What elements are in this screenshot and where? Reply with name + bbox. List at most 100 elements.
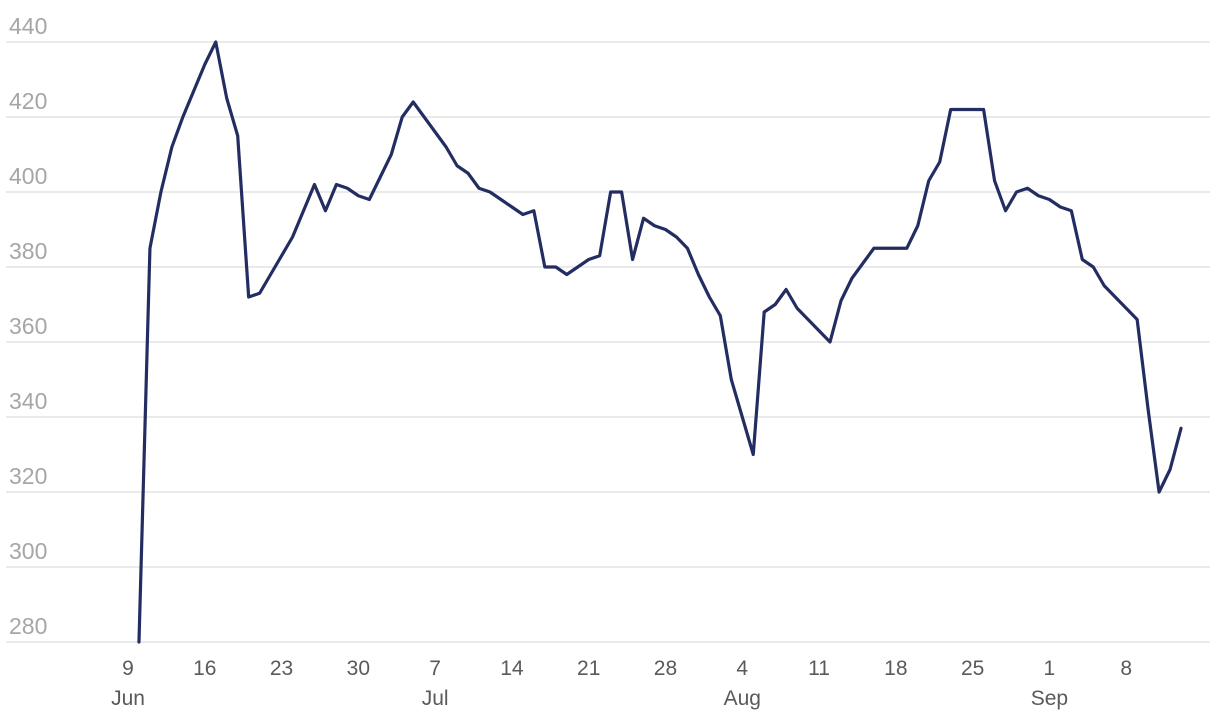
data-point [400, 115, 404, 119]
data-point [356, 194, 360, 198]
data-point [181, 115, 185, 119]
data-point [203, 63, 207, 67]
data-point [170, 145, 174, 149]
data-point [159, 190, 163, 194]
x-tick-label: 8 [1120, 657, 1132, 680]
y-tick-label: 420 [9, 88, 47, 114]
data-point [872, 246, 876, 250]
data-point [389, 153, 393, 157]
series-group [137, 40, 1183, 644]
data-point [247, 295, 251, 299]
series-line [137, 40, 1183, 644]
data-point [1036, 194, 1040, 198]
data-point [1004, 209, 1008, 213]
data-point [674, 235, 678, 239]
data-point [302, 209, 306, 213]
data-point [225, 96, 229, 100]
data-point [587, 258, 591, 262]
data-point [192, 89, 196, 93]
y-tick-label: 360 [9, 313, 47, 339]
data-point [751, 453, 755, 457]
data-point [762, 310, 766, 314]
data-point [982, 108, 986, 112]
data-point [433, 130, 437, 134]
data-point [850, 276, 854, 280]
data-point [1014, 190, 1018, 194]
x-tick-label: 23 [270, 657, 293, 680]
data-point [1157, 490, 1161, 494]
data-point [795, 306, 799, 310]
data-point [894, 246, 898, 250]
y-axis-ticks: 280 300 320 340 360 380 400 420 440 [9, 13, 47, 639]
data-point [1025, 186, 1029, 190]
data-point [455, 164, 459, 168]
x-tick-label: 21 [577, 657, 600, 680]
data-point [696, 273, 700, 277]
data-point [817, 329, 821, 333]
y-tick-label: 300 [9, 538, 47, 564]
data-point [1146, 408, 1150, 412]
data-point [334, 183, 338, 187]
y-tick-label: 440 [9, 13, 47, 39]
data-point [993, 179, 997, 183]
data-point [1124, 306, 1128, 310]
y-tick-label: 400 [9, 163, 47, 189]
data-point [1113, 295, 1117, 299]
data-point [543, 265, 547, 269]
data-point [1058, 205, 1062, 209]
data-point [916, 224, 920, 228]
data-point [1102, 284, 1106, 288]
x-tick-label: 11 [808, 657, 830, 680]
data-point [554, 265, 558, 269]
x-tick-label: 28 [654, 657, 677, 680]
data-point [269, 273, 273, 277]
data-point [960, 108, 964, 112]
data-point [258, 291, 262, 295]
data-point [1091, 265, 1095, 269]
data-point [367, 198, 371, 202]
x-tick-label: 25 [961, 657, 984, 680]
data-point [806, 318, 810, 322]
x-tick-label: 18 [884, 657, 907, 680]
data-point [236, 134, 240, 138]
data-point [685, 246, 689, 250]
x-tick-label: 4 [736, 657, 748, 680]
data-point [488, 190, 492, 194]
data-point [642, 216, 646, 220]
x-month-label: Aug [724, 687, 761, 710]
x-tick-label: 16 [193, 657, 216, 680]
data-point [378, 175, 382, 179]
data-point [444, 145, 448, 149]
data-point [631, 258, 635, 262]
data-point [1047, 198, 1051, 202]
data-point [609, 190, 613, 194]
data-point [949, 108, 953, 112]
data-point [707, 295, 711, 299]
data-point [532, 209, 536, 213]
data-point [620, 190, 624, 194]
data-point [883, 246, 887, 250]
data-point [280, 254, 284, 258]
data-point [214, 40, 218, 44]
data-point [148, 246, 152, 250]
x-tick-label: 14 [500, 657, 524, 680]
data-point [565, 273, 569, 277]
data-point [466, 171, 470, 175]
data-point [938, 160, 942, 164]
data-point [291, 235, 295, 239]
data-point [576, 265, 580, 269]
data-point [784, 288, 788, 292]
x-month-label: Jun [111, 687, 145, 710]
x-month-label: Jul [422, 687, 449, 710]
data-point [1168, 468, 1172, 472]
data-point [927, 179, 931, 183]
data-point [971, 108, 975, 112]
x-month-label: Sep [1031, 687, 1068, 710]
data-point [653, 224, 657, 228]
data-point [510, 205, 514, 209]
data-point [718, 314, 722, 318]
data-point [729, 378, 733, 382]
x-axis-ticks: 9 Jun 16 23 30 7 Jul 14 21 28 4 Aug 11 18 25 1 Sep 8 [111, 657, 1132, 710]
x-tick-label: 9 [122, 657, 134, 680]
